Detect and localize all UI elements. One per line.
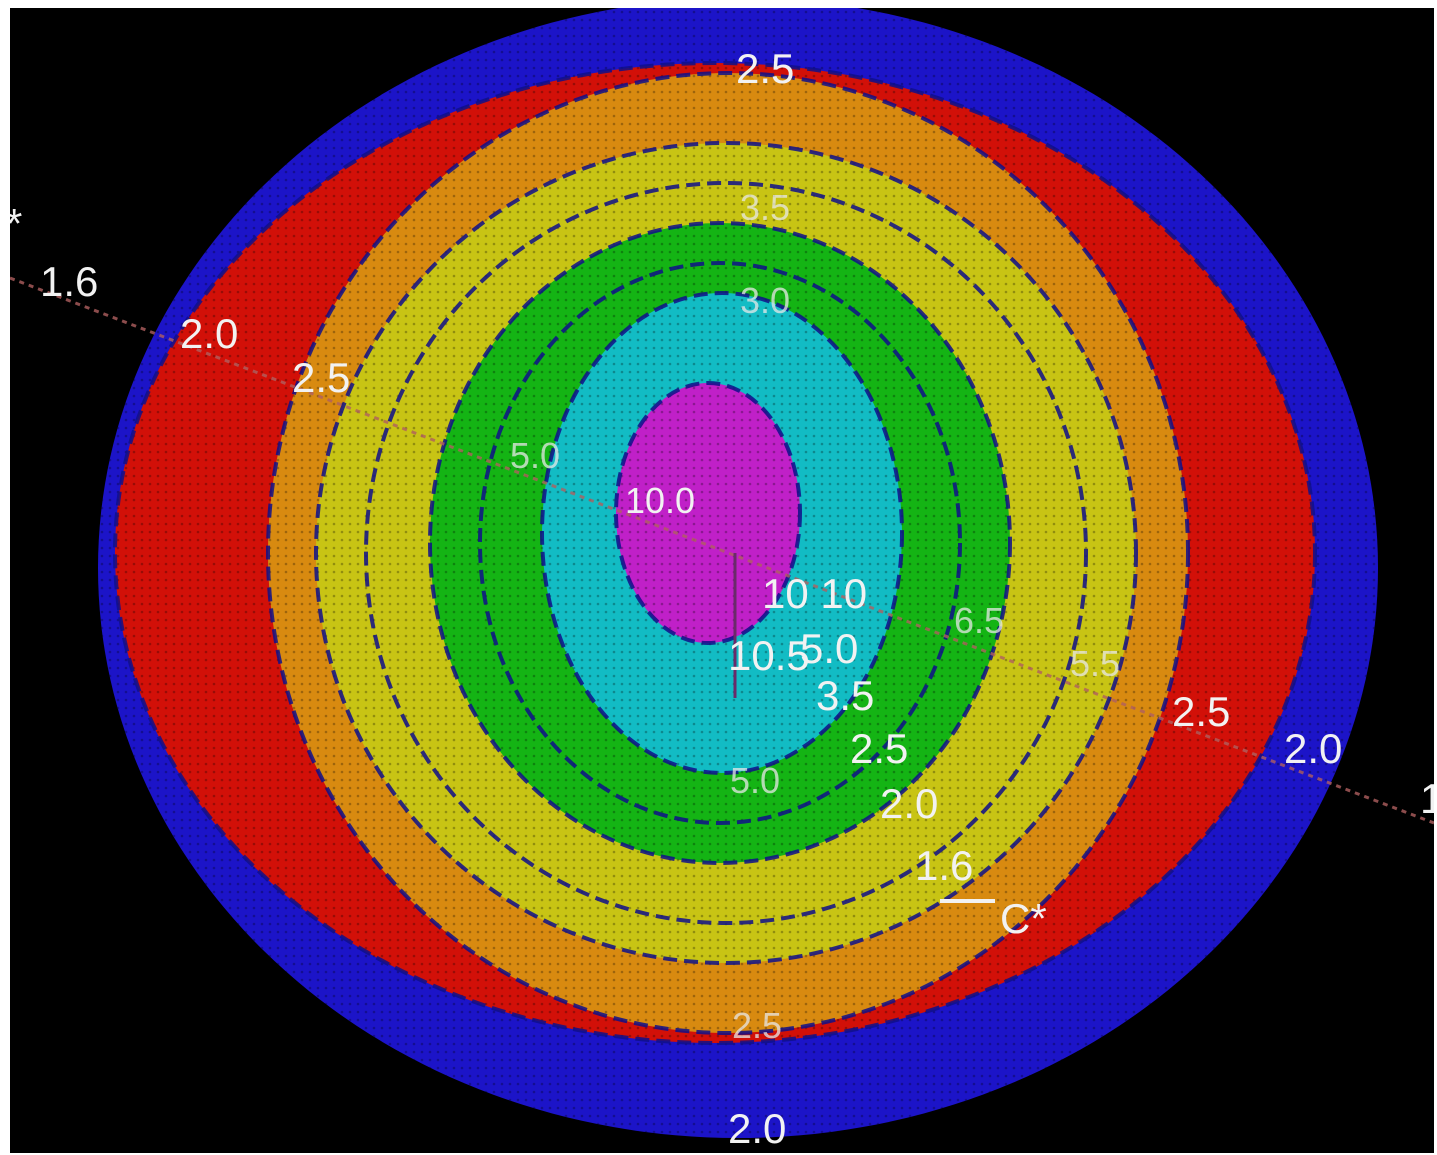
label-right-20: 2.0 bbox=[1284, 725, 1342, 772]
label-left-20: 2.0 bbox=[180, 310, 238, 357]
label-right-65: 6.5 bbox=[954, 600, 1004, 641]
spot-diagram-frame: 2.5 * 1.6 2.0 2.5 3.0 3.5 5.0 10.0 10 10… bbox=[10, 8, 1434, 1153]
label-inner-35: 3.5 bbox=[740, 187, 790, 228]
label-lower-20: 2.0 bbox=[880, 780, 938, 827]
label-center-50: 5.0 bbox=[800, 625, 858, 672]
label-right-25: 2.5 bbox=[1172, 688, 1230, 735]
label-right-edge: 1 bbox=[1420, 775, 1434, 822]
contour-lines bbox=[113, 61, 1317, 1045]
label-lower-16: 1.6 bbox=[915, 842, 973, 889]
label-bottom-25: 2.5 bbox=[732, 1005, 782, 1046]
label-center-100: 10.0 bbox=[625, 480, 695, 521]
meridian-line bbox=[10, 276, 1434, 825]
label-mid-50: 5.0 bbox=[510, 435, 560, 476]
label-bottom-20: 2.0 bbox=[728, 1105, 786, 1152]
label-right-55: 5.5 bbox=[1070, 643, 1120, 684]
label-corner-star: * bbox=[10, 200, 22, 247]
label-marker-c: C* bbox=[1000, 895, 1047, 942]
label-left-25: 2.5 bbox=[292, 354, 350, 401]
label-inner-30: 3.0 bbox=[740, 280, 790, 321]
contour-plot: 2.5 * 1.6 2.0 2.5 3.0 3.5 5.0 10.0 10 10… bbox=[10, 8, 1434, 1152]
label-center-1010: 10 10 bbox=[762, 570, 867, 617]
label-center-105: 10.5 bbox=[728, 632, 810, 679]
label-left-16: 1.6 bbox=[40, 258, 98, 305]
label-lower-50: 5.0 bbox=[730, 760, 780, 801]
dot-texture bbox=[98, 8, 1378, 1138]
label-center-35: 3.5 bbox=[816, 672, 874, 719]
label-lower-25: 2.5 bbox=[850, 725, 908, 772]
label-top: 2.5 bbox=[736, 45, 794, 92]
